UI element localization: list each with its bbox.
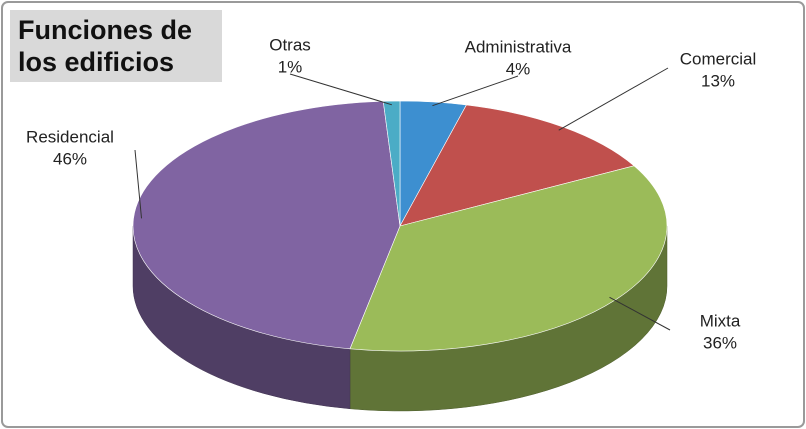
leader-line xyxy=(134,149,143,219)
leader-line xyxy=(558,67,669,131)
leader-line xyxy=(609,296,671,331)
slice-value-label: 36% xyxy=(703,333,737,352)
slice-value-label: 13% xyxy=(701,71,735,90)
slice xyxy=(382,100,401,227)
slice-value-label: 46% xyxy=(53,149,87,168)
slice-label: Administrativa xyxy=(465,37,572,56)
slice-value-label: 1% xyxy=(278,57,303,76)
title-box xyxy=(10,10,222,82)
leader-line xyxy=(432,75,519,107)
slice-label: Otras xyxy=(269,35,311,54)
slice-label: Residencial xyxy=(26,127,114,146)
slice-label: Mixta xyxy=(700,311,741,330)
slice-label: Comercial xyxy=(680,49,757,68)
slice-value-label: 4% xyxy=(506,59,531,78)
slice xyxy=(132,100,401,350)
leader-line xyxy=(289,73,393,106)
slice xyxy=(349,165,668,352)
title-wrap: Funciones de los edificios xyxy=(18,15,193,77)
chart-title: Funciones de los edificios xyxy=(18,15,193,77)
